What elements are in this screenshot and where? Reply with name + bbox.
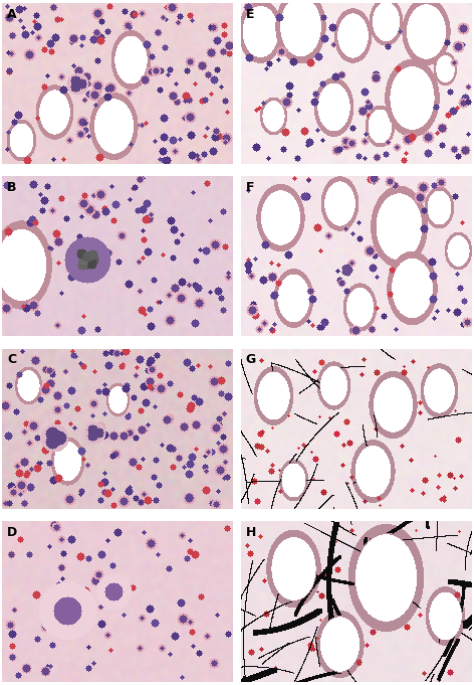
Text: H: H: [246, 526, 256, 539]
Text: D: D: [7, 526, 17, 539]
Text: E: E: [246, 8, 255, 21]
Text: B: B: [7, 181, 17, 194]
Text: G: G: [246, 353, 256, 366]
Text: C: C: [7, 353, 16, 366]
Text: F: F: [246, 181, 255, 194]
Text: A: A: [7, 8, 17, 21]
